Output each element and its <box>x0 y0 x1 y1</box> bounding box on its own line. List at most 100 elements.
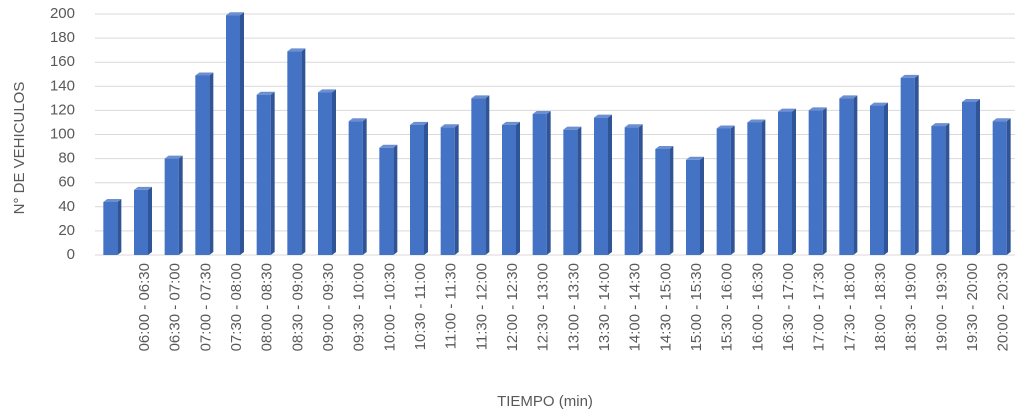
y-tick-label: 140 <box>50 77 75 94</box>
bar-side <box>117 198 122 255</box>
bar <box>563 129 578 255</box>
x-tick-label: 18:30 - 19:00 <box>903 263 920 351</box>
x-tick-label: 16:00 - 16:30 <box>749 263 766 351</box>
bar-side <box>945 123 950 255</box>
x-tick-label: 09:30 - 10:00 <box>351 263 368 351</box>
y-tick-label: 100 <box>50 125 75 142</box>
bar-top <box>226 12 244 16</box>
bar <box>747 122 762 255</box>
bar-side <box>424 121 428 255</box>
bar <box>164 158 179 255</box>
bar-top <box>164 155 183 159</box>
x-tick-label: 17:00 - 17:30 <box>811 263 828 351</box>
y-tick-label: 40 <box>58 198 75 215</box>
x-tick-label: 13:00 - 13:30 <box>565 263 582 351</box>
bar <box>379 147 394 255</box>
bar <box>195 75 210 255</box>
bar-top <box>900 74 919 78</box>
x-tick-label: 15:30 - 16:00 <box>719 263 736 351</box>
y-tick-label: 80 <box>58 150 75 167</box>
bar-top <box>287 48 306 52</box>
bar <box>318 92 332 255</box>
bar <box>962 101 976 255</box>
bar-top <box>962 98 980 102</box>
y-tick-label: 120 <box>50 101 75 118</box>
y-axis-title: N° DE VEHICULOS <box>11 82 28 215</box>
bar <box>103 201 118 255</box>
bar-top <box>318 89 336 93</box>
x-tick-label: 11:30 - 12:00 <box>473 263 490 350</box>
bar-side <box>1006 118 1011 256</box>
bar-top <box>103 198 122 202</box>
bar-top <box>747 119 766 123</box>
bar-top <box>134 186 152 190</box>
bar-top <box>348 118 367 122</box>
x-axis-title: TIEMPO (min) <box>497 393 593 410</box>
bar-top <box>410 121 428 125</box>
bar <box>624 127 639 255</box>
x-tick-label: 07:30 - 08:00 <box>228 263 245 351</box>
bar-side <box>454 124 459 256</box>
x-tick-label: 20:00 - 20:30 <box>995 263 1012 351</box>
bar-side <box>148 186 152 255</box>
bar-top <box>839 95 858 99</box>
bar-side <box>884 102 888 255</box>
bar-side <box>546 111 551 255</box>
bar-top <box>502 121 520 125</box>
bar-top <box>992 118 1011 122</box>
bar <box>471 98 486 255</box>
x-tick-label: 11:00 - 11:30 <box>443 263 460 349</box>
bar <box>594 117 608 255</box>
x-tick-label: 08:30 - 09:00 <box>289 263 306 351</box>
bar-side <box>853 95 858 255</box>
bar-side <box>730 125 735 255</box>
x-tick-label: 06:00 - 06:30 <box>136 263 153 351</box>
bar-top <box>808 107 827 111</box>
y-tick-label: 160 <box>50 53 75 70</box>
x-tick-label: 17:30 - 18:00 <box>841 263 858 351</box>
bar <box>900 77 915 256</box>
x-tick-label: 07:00 - 07:30 <box>197 263 214 351</box>
bar-top <box>440 124 459 128</box>
bar-side <box>914 74 919 256</box>
bar-side <box>332 89 336 255</box>
bar <box>226 15 240 255</box>
x-tick-label: 13:30 - 14:00 <box>596 263 613 351</box>
bar-top <box>870 102 888 106</box>
bar-top <box>471 95 490 99</box>
x-tick-label: 16:30 - 17:00 <box>780 263 797 351</box>
bar-top <box>195 72 214 76</box>
bar <box>992 121 1007 256</box>
x-tick-label: 19:30 - 20:00 <box>964 263 981 351</box>
bar-top <box>624 124 643 128</box>
bar <box>655 148 670 255</box>
bar-side <box>393 144 398 255</box>
x-tick-label: 14:00 - 14:30 <box>627 263 644 351</box>
bar <box>502 124 516 255</box>
y-tick-label: 200 <box>50 5 75 22</box>
bar <box>440 127 455 255</box>
y-tick-label: 60 <box>58 174 75 191</box>
bar <box>839 98 854 255</box>
x-tick-label: 19:00 - 19:30 <box>933 263 950 351</box>
bar-side <box>209 72 214 255</box>
bar-side <box>516 121 520 255</box>
bar-side <box>792 108 796 255</box>
x-tick-label: 06:30 - 07:00 <box>167 263 184 351</box>
bar-top <box>532 111 551 115</box>
bar-side <box>976 98 980 255</box>
bar <box>348 121 363 256</box>
bar-top <box>686 156 704 160</box>
bar-side <box>822 107 827 256</box>
bar-top <box>379 144 398 148</box>
bar <box>808 110 823 256</box>
bar-side <box>240 12 244 255</box>
bar <box>931 126 946 255</box>
bar <box>134 189 148 255</box>
x-tick-label: 12:30 - 13:00 <box>535 263 552 351</box>
bar-top <box>716 125 735 129</box>
bar-side <box>638 124 643 256</box>
x-tick-label: 10:00 - 10:30 <box>381 263 398 351</box>
bar <box>778 111 792 255</box>
bar <box>686 159 700 255</box>
